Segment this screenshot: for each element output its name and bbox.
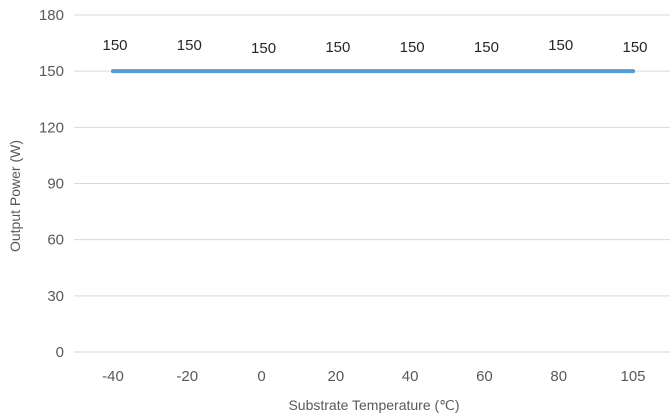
x-axis-ticks: -40 -20 0 20 40 60 80 105 bbox=[102, 368, 645, 385]
data-label: 150 bbox=[251, 40, 276, 57]
x-axis-title: Substrate Temperature (℃) bbox=[288, 397, 459, 413]
x-tick-label: 105 bbox=[620, 368, 645, 385]
data-point bbox=[556, 69, 561, 74]
x-tick-label: 60 bbox=[476, 368, 493, 385]
data-point bbox=[482, 69, 487, 74]
x-tick-label: 20 bbox=[328, 368, 345, 385]
y-axis-title: Output Power (W) bbox=[7, 140, 23, 252]
y-tick-label: 60 bbox=[47, 232, 64, 249]
data-point bbox=[408, 69, 413, 74]
data-label: 150 bbox=[474, 39, 499, 56]
data-point bbox=[185, 69, 190, 74]
data-label: 150 bbox=[177, 37, 202, 54]
data-label: 150 bbox=[325, 39, 350, 56]
data-label: 150 bbox=[400, 39, 425, 56]
x-tick-label: 80 bbox=[550, 368, 567, 385]
x-tick-label: 40 bbox=[402, 368, 419, 385]
data-label: 150 bbox=[622, 39, 647, 56]
data-labels: 150 150 150 150 150 150 150 150 bbox=[102, 37, 647, 57]
x-tick-label: -20 bbox=[176, 368, 198, 385]
y-axis-ticks: 0 30 60 90 120 150 180 bbox=[39, 7, 64, 361]
data-label: 150 bbox=[548, 37, 573, 54]
y-tick-label: 150 bbox=[39, 63, 64, 80]
gridlines bbox=[74, 14, 670, 353]
y-tick-label: 120 bbox=[39, 119, 64, 136]
y-tick-label: 90 bbox=[47, 176, 64, 193]
x-tick-label: -40 bbox=[102, 368, 124, 385]
data-label: 150 bbox=[102, 37, 127, 54]
data-point bbox=[631, 69, 635, 74]
y-tick-label: 0 bbox=[56, 344, 64, 361]
data-point bbox=[259, 69, 264, 74]
data-point bbox=[333, 69, 338, 74]
x-tick-label: 0 bbox=[257, 368, 265, 385]
data-point bbox=[111, 69, 115, 74]
y-tick-label: 30 bbox=[47, 288, 64, 305]
y-tick-label: 180 bbox=[39, 7, 64, 24]
series-group bbox=[111, 69, 635, 74]
